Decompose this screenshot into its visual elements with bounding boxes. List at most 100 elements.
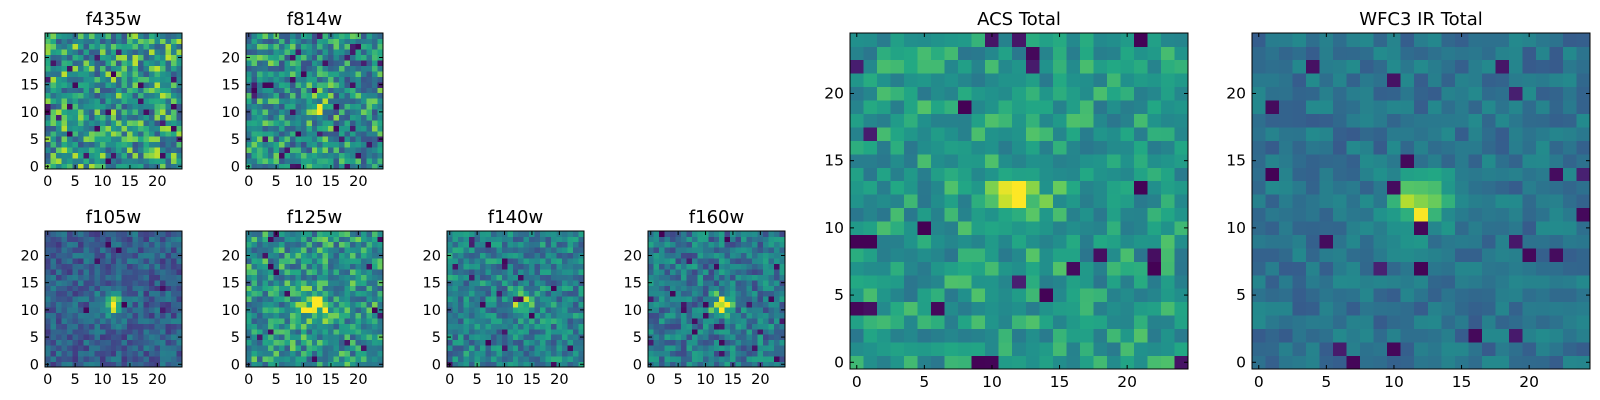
heatmap-cell [774, 339, 780, 346]
heatmap-cell [176, 87, 183, 94]
heatmap-cell [664, 241, 671, 248]
heatmap-cell [496, 285, 503, 292]
heatmap-cell [344, 339, 351, 346]
heatmap-cell [149, 98, 155, 105]
heatmap-cell [1012, 328, 1027, 343]
heatmap-cell [121, 350, 128, 357]
heatmap-cell [273, 125, 280, 132]
heatmap-cell [83, 120, 90, 126]
heatmap-cell [256, 285, 263, 292]
heatmap-cell [160, 231, 166, 237]
heatmap-cell [94, 114, 101, 121]
heatmap-cell [917, 100, 932, 114]
heatmap-cell [719, 263, 726, 270]
heatmap-cell [686, 290, 693, 297]
heatmap-cell [501, 247, 508, 254]
heatmap-cell [1373, 194, 1388, 209]
heatmap-cell [110, 279, 117, 286]
axes-frame [647, 230, 786, 368]
heatmap-cell [1025, 207, 1040, 222]
heatmap-cell [985, 274, 1000, 289]
heatmap-cell [143, 323, 150, 330]
heatmap-cell [763, 334, 769, 341]
heatmap-cell [1549, 274, 1564, 289]
heatmap-cell [372, 152, 378, 159]
heatmap-cell [735, 296, 742, 303]
heatmap-cell [675, 318, 682, 324]
heatmap-cell [350, 345, 356, 352]
heatmap-cell [501, 356, 508, 362]
heatmap-cell [724, 231, 731, 237]
heatmap-cell [165, 318, 172, 324]
heatmap-cell [143, 103, 150, 110]
heatmap-cell [944, 234, 959, 249]
heatmap-cell [322, 301, 329, 308]
heatmap-cell [306, 87, 313, 94]
heatmap-cell [724, 285, 731, 292]
heatmap-cell [1160, 301, 1175, 316]
heatmap-cell [890, 73, 905, 88]
y-tick-label: 10 [423, 303, 441, 319]
heatmap-cell [127, 109, 134, 115]
heatmap-cell [372, 345, 378, 352]
heatmap-cell [1454, 315, 1469, 330]
heatmap-cell [958, 274, 973, 289]
heatmap-cell [77, 163, 84, 170]
heatmap-cell [262, 231, 269, 237]
heatmap-cell [295, 81, 302, 88]
heatmap-cell [289, 98, 296, 105]
heatmap-cell [355, 76, 362, 83]
heatmap-cell [457, 356, 464, 362]
heatmap-cell [1160, 248, 1175, 262]
heatmap-cell [165, 38, 172, 45]
heatmap-cell [366, 241, 373, 248]
heatmap-cell [877, 288, 891, 303]
heatmap-cell [1160, 207, 1175, 222]
heatmap-cells [1252, 33, 1591, 370]
heatmap-cell [273, 158, 280, 164]
heatmap-cell [105, 339, 112, 346]
heatmap-cell [165, 87, 172, 94]
heatmap-cell [485, 274, 492, 281]
heatmap-cell [110, 247, 117, 254]
heatmap-cell [328, 54, 335, 61]
heatmap-cell [366, 54, 373, 61]
heatmap-cell [55, 109, 62, 115]
heatmap-cell [132, 339, 139, 346]
heatmap-cell [931, 100, 945, 114]
heatmap-cell [1093, 127, 1108, 141]
heatmap-cell [88, 120, 95, 126]
heatmap-cell [88, 241, 95, 248]
heatmap-cell [1025, 234, 1040, 249]
heatmap-cell [284, 60, 291, 66]
heatmap-cell [724, 258, 731, 264]
heatmap-cell [1306, 274, 1320, 289]
heatmap-cell [1147, 274, 1162, 289]
heatmap-cell [1508, 274, 1523, 289]
heatmap-cell [138, 81, 144, 88]
heatmap-cell [278, 247, 285, 254]
heatmap-cell [1039, 355, 1054, 370]
heatmap-cell [256, 323, 263, 330]
heatmap-cell [300, 147, 307, 154]
heatmap-cell [669, 350, 676, 357]
heatmap-cell [284, 252, 291, 259]
heatmap-cell [1265, 288, 1280, 303]
heatmap-cell [1133, 167, 1148, 182]
heatmap-cell [138, 54, 144, 61]
heatmap-cell [55, 328, 62, 335]
heatmap-cell [350, 125, 356, 132]
heatmap-cell [730, 269, 737, 275]
heatmap-cell [127, 323, 134, 330]
heatmap-cell [686, 247, 693, 254]
heatmap-cell [931, 86, 945, 101]
heatmap-cell [774, 312, 780, 319]
heatmap-cell [958, 153, 973, 168]
heatmap-cell [143, 71, 150, 77]
heatmap-cell [154, 350, 161, 357]
heatmap-cell [1039, 234, 1054, 249]
heatmap-cell [1508, 342, 1523, 356]
heatmap-cell [708, 345, 715, 352]
heatmap-cell [512, 350, 519, 357]
heatmap-cell [355, 43, 362, 50]
